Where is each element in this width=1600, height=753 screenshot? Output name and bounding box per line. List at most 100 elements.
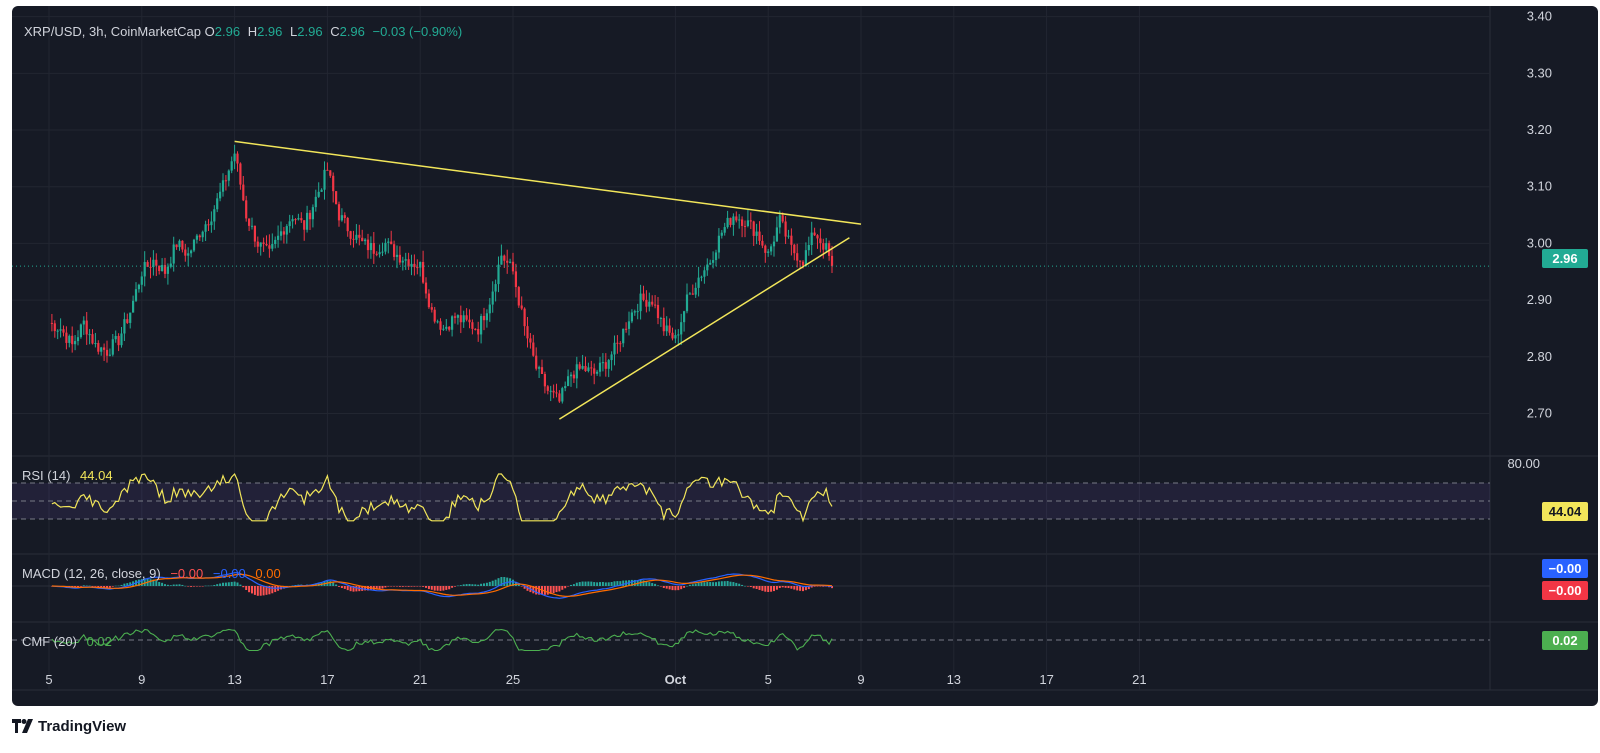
candle-body bbox=[552, 390, 555, 393]
candle-body bbox=[149, 266, 152, 268]
candle-body bbox=[137, 284, 140, 290]
candle-body bbox=[204, 224, 207, 232]
candle-body bbox=[326, 169, 329, 171]
candle-body bbox=[613, 342, 616, 355]
candle-body bbox=[717, 235, 720, 253]
lower-trendline bbox=[559, 237, 850, 420]
macd-histogram-bar bbox=[512, 579, 514, 586]
candle-body bbox=[532, 342, 535, 356]
candle-body bbox=[71, 335, 74, 345]
candle-body bbox=[517, 287, 520, 306]
macd-histogram-bar bbox=[697, 582, 700, 586]
candle-body bbox=[398, 254, 401, 263]
macd-histogram-bar bbox=[332, 582, 335, 586]
candle-body bbox=[790, 235, 793, 245]
macd-histogram-bar bbox=[706, 581, 709, 586]
low-value: 2.96 bbox=[297, 24, 323, 39]
candle-body bbox=[625, 328, 628, 330]
macd-histogram-bar bbox=[726, 580, 729, 586]
macd-histogram-bar bbox=[741, 584, 744, 586]
macd-histogram-bar bbox=[117, 585, 120, 587]
macd-histogram-bar bbox=[419, 586, 422, 587]
macd-histogram-bar bbox=[648, 582, 651, 586]
macd-histogram-bar bbox=[390, 586, 393, 587]
symbol-label[interactable]: XRP/USD, 3h, CoinMarketCap bbox=[24, 24, 202, 39]
candle-body bbox=[668, 325, 671, 333]
macd-histogram-bar bbox=[222, 582, 224, 586]
candle-body bbox=[384, 242, 387, 252]
price-tick-label: 3.10 bbox=[1527, 179, 1552, 194]
macd-signal-line bbox=[51, 573, 833, 598]
time-tick-label: 13 bbox=[227, 672, 241, 687]
time-tick-label: 5 bbox=[765, 672, 772, 687]
candle-body bbox=[314, 196, 317, 208]
candle-body bbox=[210, 221, 213, 226]
macd-histogram-bar bbox=[204, 585, 207, 587]
macd-legend[interactable]: MACD (12, 26, close, 9) −0.00 −0.00 0.00 bbox=[22, 566, 281, 581]
candle-body bbox=[761, 240, 764, 246]
macd-histogram-bar bbox=[709, 581, 712, 586]
candle-body bbox=[549, 390, 552, 392]
macd-histogram-bar bbox=[85, 585, 88, 587]
low-key: L bbox=[290, 24, 298, 39]
macd-histogram-bar bbox=[787, 586, 790, 589]
macd-histogram-bar bbox=[439, 586, 442, 591]
cmf-value: 0.02 bbox=[86, 634, 112, 649]
candle-body bbox=[471, 322, 474, 329]
macd-histogram-bar bbox=[596, 582, 599, 586]
candle-body bbox=[828, 243, 831, 256]
candle-body bbox=[393, 244, 396, 257]
tradingview-logo[interactable]: TradingView bbox=[12, 716, 126, 736]
candle-body bbox=[68, 335, 71, 343]
candle-body bbox=[523, 308, 526, 327]
macd-histogram-bar bbox=[793, 586, 796, 590]
candle-body bbox=[596, 371, 599, 374]
candle-body bbox=[375, 253, 378, 255]
candle-body bbox=[723, 227, 726, 233]
candle-body bbox=[755, 231, 758, 236]
candle-body bbox=[82, 320, 85, 325]
time-tick-label: 21 bbox=[1132, 672, 1146, 687]
candle-body bbox=[230, 161, 233, 171]
price-tick-label: 2.80 bbox=[1527, 349, 1552, 364]
rsi-value: 44.04 bbox=[80, 468, 113, 483]
candle-body bbox=[190, 250, 193, 254]
candle-body bbox=[674, 335, 677, 339]
rsi-legend[interactable]: RSI (14) 44.04 bbox=[22, 468, 113, 483]
chart-canvas[interactable]: 3.40 3.30 3.20 3.10 3.00 2.90 2.80 2.70 5 9 13 17 21… bbox=[12, 6, 1598, 706]
macd-histogram-bar bbox=[799, 586, 802, 591]
candle-body bbox=[581, 365, 584, 369]
candle-body bbox=[491, 291, 494, 305]
candle-body bbox=[500, 255, 503, 265]
macd-histogram-bar bbox=[671, 586, 674, 591]
macd-histogram-bar bbox=[474, 584, 477, 586]
macd-histogram-bar bbox=[175, 584, 178, 586]
time-tick-label: 9 bbox=[857, 672, 864, 687]
candle-body bbox=[648, 301, 651, 307]
macd-histogram-bar bbox=[619, 581, 622, 586]
candle-body bbox=[274, 239, 277, 244]
macd-histogram-bar bbox=[239, 584, 242, 586]
candle-body bbox=[381, 251, 384, 253]
macd-histogram-bar bbox=[552, 586, 555, 594]
candle-body bbox=[132, 300, 135, 313]
candle-body bbox=[607, 360, 610, 369]
macd-histogram-bar bbox=[784, 586, 787, 588]
macd-tag: −0.00 bbox=[1542, 559, 1588, 578]
macd-histogram-bar bbox=[172, 584, 175, 586]
cmf-legend[interactable]: CMF (20) 0.02 bbox=[22, 634, 112, 649]
time-tick-label: 17 bbox=[1039, 672, 1053, 687]
macd-histogram-bar bbox=[538, 586, 541, 595]
macd-histogram-bar bbox=[543, 586, 546, 595]
candle-body bbox=[187, 253, 190, 256]
candle-body bbox=[219, 191, 222, 199]
candle-body bbox=[543, 374, 546, 387]
candle-body bbox=[62, 329, 65, 333]
price-tick-label: 3.40 bbox=[1527, 9, 1552, 24]
candle-body bbox=[822, 243, 825, 250]
macd-histogram-bar bbox=[712, 582, 715, 586]
candle-body bbox=[642, 293, 645, 300]
macd-histogram-bar bbox=[187, 586, 190, 587]
candle-body bbox=[407, 259, 410, 267]
candle-body bbox=[85, 320, 88, 335]
